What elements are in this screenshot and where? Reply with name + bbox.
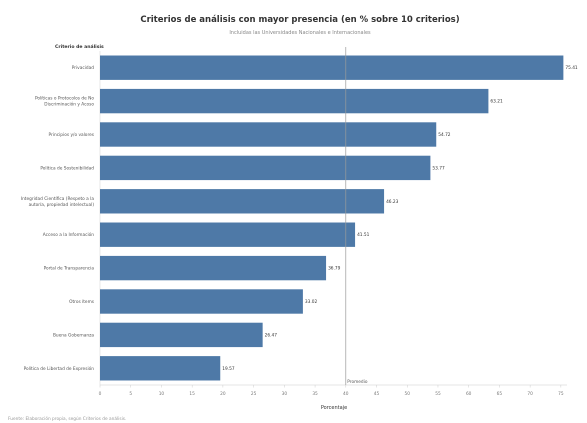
value-label: 46.23	[386, 199, 399, 205]
reference-line-label: Promedio	[347, 379, 368, 385]
bar	[100, 122, 437, 147]
category-label: Política de Sostenibilidad	[40, 164, 94, 171]
category-labels-group: Privacidad Políticas o Protocolos de No Di…	[21, 65, 95, 372]
x-tick-label: 0	[99, 391, 102, 397]
value-label: 36.79	[328, 266, 341, 272]
bar	[100, 155, 431, 181]
category-label: Principios y/o valores	[49, 132, 95, 138]
x-tick-label: 10	[159, 391, 165, 397]
value-label: 53.77	[432, 165, 445, 171]
value-label: 63.21	[490, 99, 503, 105]
bar	[100, 222, 356, 247]
value-label: 41.51	[357, 232, 370, 238]
x-tick-label: 15	[189, 391, 195, 397]
x-ticks-group: 0 5 10 15 20 25 30 35 40 45 50 55 60 65 70 75	[99, 385, 564, 397]
x-tick-label: 70	[527, 391, 533, 397]
category-label: Integridad Científica (Respeto a la autor…	[21, 195, 95, 208]
bar	[100, 289, 303, 314]
footer-source: Fuente: Elaboración propia, según Criter…	[8, 415, 126, 422]
bar	[100, 88, 489, 114]
bar	[100, 189, 385, 214]
category-label: Acceso a la Información	[43, 231, 94, 238]
value-label: 19.57	[222, 366, 235, 372]
x-tick-label: 35	[312, 391, 318, 397]
category-label: Buena Gobernanza	[53, 332, 94, 338]
bar	[100, 322, 263, 348]
bars-group	[100, 55, 564, 381]
x-tick-label: 75	[558, 391, 564, 397]
x-tick-label: 45	[374, 391, 380, 397]
bar	[100, 356, 221, 381]
x-tick-label: 20	[220, 391, 226, 397]
value-labels-group: 75.41 63.21 54.72 53.77 46.23 41.51 36.79 33.02…	[222, 65, 578, 372]
bar	[100, 55, 564, 80]
bar	[100, 255, 327, 281]
chart-title: Criterios de análisis con mayor presenci…	[140, 15, 459, 25]
value-label: 75.41	[565, 65, 578, 71]
value-label: 33.02	[305, 299, 318, 305]
chart-subtitle: Incluidas las Universidades Nacionales e…	[229, 30, 371, 36]
x-tick-label: 50	[405, 391, 411, 397]
x-tick-label: 5	[129, 391, 132, 397]
x-tick-label: 30	[282, 391, 288, 397]
x-axis-label: Porcentaje	[321, 405, 347, 411]
x-tick-label: 60	[466, 391, 472, 397]
value-label: 54.72	[438, 132, 451, 138]
x-tick-label: 25	[251, 391, 257, 397]
x-tick-label: 65	[497, 391, 503, 397]
x-tick-label: 55	[435, 391, 441, 397]
category-label: Políticas o Protocolos de No Discriminaci…	[35, 95, 94, 108]
x-tick-label: 40	[343, 391, 349, 397]
dimension-header: Criterio de análisis	[55, 43, 104, 50]
category-label: Política de Libertad de Expresión	[24, 365, 95, 372]
category-label: Privacidad	[72, 65, 95, 71]
value-label: 26.47	[265, 332, 278, 338]
category-label: Otros ítems	[69, 298, 95, 305]
category-label: Portal de Transparencia	[44, 266, 95, 272]
